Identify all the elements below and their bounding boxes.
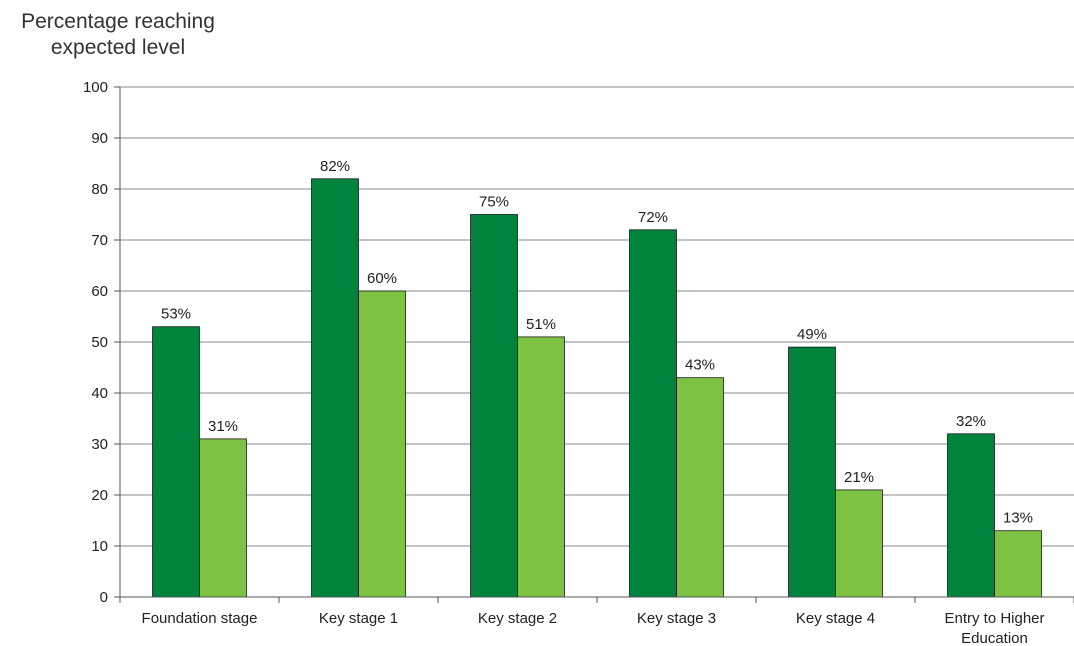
y-tick-label: 20 bbox=[91, 487, 108, 504]
data-label: 60% bbox=[367, 270, 397, 287]
x-category-label: Foundation stage bbox=[142, 610, 258, 627]
y-tick-label: 0 bbox=[100, 589, 108, 606]
y-axis-title-line-1: Percentage reaching bbox=[21, 10, 215, 33]
y-tick-label: 50 bbox=[91, 334, 108, 351]
y-tick-label: 80 bbox=[91, 181, 108, 198]
bars bbox=[152, 178, 1042, 598]
bar-series-1-6 bbox=[947, 433, 995, 598]
bar-series-2-2 bbox=[358, 290, 406, 598]
y-axis-title-line-2: expected level bbox=[51, 36, 185, 59]
y-tick-label: 60 bbox=[91, 283, 108, 300]
y-tick-label: 40 bbox=[91, 385, 108, 402]
bar-series-2-3 bbox=[517, 336, 565, 598]
gridlines bbox=[120, 86, 1074, 547]
data-label: 32% bbox=[956, 413, 986, 430]
y-tick-label: 90 bbox=[91, 130, 108, 147]
data-label: 21% bbox=[844, 469, 874, 486]
x-category-label: Key stage 4 bbox=[796, 610, 875, 627]
data-labels: 53% 31% 82% 60% 75% 51% 72% 43% 49% 21% 32% 13% bbox=[161, 158, 1033, 527]
data-label: 75% bbox=[479, 194, 509, 211]
data-label: 49% bbox=[797, 326, 827, 343]
bar-series-2-6 bbox=[994, 530, 1042, 598]
data-label: 72% bbox=[638, 209, 668, 226]
bar-series-1-4 bbox=[629, 229, 677, 598]
data-label: 43% bbox=[685, 357, 715, 374]
bar-series-1-2 bbox=[311, 178, 359, 598]
bar-series-2-4 bbox=[676, 377, 724, 598]
y-axis-ticks: 0 10 20 30 40 50 60 70 80 90 100 bbox=[83, 79, 120, 606]
data-label: 13% bbox=[1003, 510, 1033, 527]
bar-series-2-1 bbox=[199, 438, 247, 598]
x-category-label: Education bbox=[961, 630, 1028, 646]
x-category-label: Key stage 1 bbox=[319, 610, 398, 627]
data-label: 51% bbox=[526, 316, 556, 333]
x-category-label: Entry to Higher bbox=[944, 610, 1044, 627]
data-label: 82% bbox=[320, 158, 350, 175]
y-tick-label: 30 bbox=[91, 436, 108, 453]
bar-series-2-5 bbox=[835, 489, 883, 598]
x-axis-categories: Foundation stage Key stage 1 Key stage 2 Ke… bbox=[142, 610, 1045, 646]
x-category-label: Key stage 3 bbox=[637, 610, 716, 627]
axes bbox=[119, 87, 1074, 603]
data-label: 31% bbox=[208, 418, 238, 435]
bar-series-1-3 bbox=[470, 214, 518, 598]
data-label: 53% bbox=[161, 306, 191, 323]
bar-series-1-5 bbox=[788, 346, 836, 598]
x-category-label: Key stage 2 bbox=[478, 610, 557, 627]
y-tick-label: 10 bbox=[91, 538, 108, 555]
y-tick-label: 100 bbox=[83, 79, 108, 96]
y-tick-label: 70 bbox=[91, 232, 108, 249]
y-axis-title: Percentage reaching expected level bbox=[21, 10, 215, 59]
bar-series-1-1 bbox=[152, 326, 200, 598]
